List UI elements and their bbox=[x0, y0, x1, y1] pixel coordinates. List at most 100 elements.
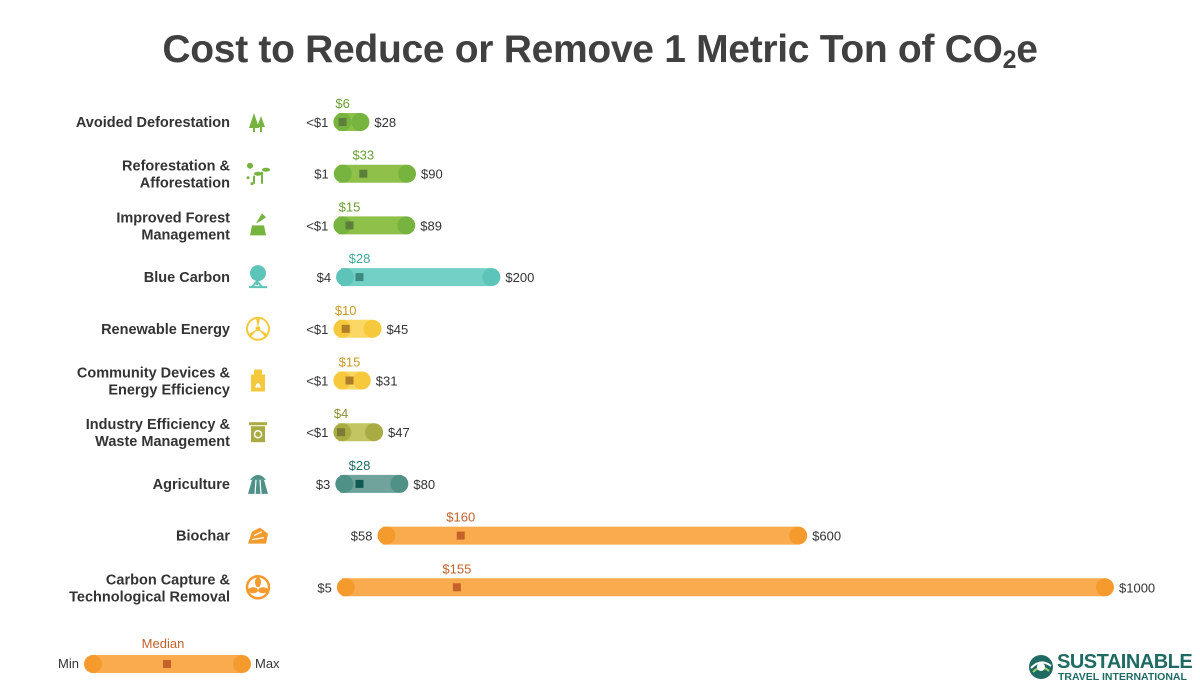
median-marker bbox=[345, 376, 354, 385]
category-label: Blue Carbon bbox=[144, 270, 230, 286]
median-label: $28 bbox=[349, 251, 371, 266]
max-end bbox=[352, 371, 371, 390]
max-label: $80 bbox=[413, 477, 435, 492]
max-end bbox=[789, 526, 808, 545]
median-marker bbox=[341, 324, 350, 333]
row-industry-efficiency: Industry Efficiency & Waste Management <$1… bbox=[86, 406, 410, 450]
median-marker bbox=[338, 118, 347, 126]
category-label: Reforestation & Afforestation bbox=[122, 159, 230, 192]
median-label: $160 bbox=[446, 510, 475, 525]
row-avoided-deforestation: Avoided Deforestation <$1 $28 $6 bbox=[76, 96, 396, 132]
category-label: Renewable Energy bbox=[101, 322, 230, 338]
charcoal-icon bbox=[247, 526, 269, 545]
category-label-line: Afforestation bbox=[140, 176, 230, 192]
category-label-line: Energy Efficiency bbox=[108, 383, 230, 399]
min-label: <$1 bbox=[306, 322, 328, 337]
category-label: Improved Forest Management bbox=[116, 210, 230, 243]
max-end bbox=[390, 474, 409, 493]
chart-title: Cost to Reduce or Remove 1 Metric Ton of… bbox=[162, 28, 1038, 74]
row-biochar: Biochar $58 $600 $160 bbox=[176, 510, 841, 545]
legend: Min Median Max bbox=[58, 636, 280, 673]
median-label: $10 bbox=[335, 303, 357, 318]
category-label-line: Improved Forest bbox=[116, 210, 230, 226]
category-label-line: Waste Management bbox=[95, 434, 230, 450]
max-end bbox=[351, 113, 370, 131]
row-renewable-energy: Renewable Energy <$1 $45 $10 bbox=[101, 303, 408, 340]
row-blue-carbon: Blue Carbon $4 $200 $28 bbox=[144, 251, 534, 288]
median-marker bbox=[452, 583, 461, 592]
max-label: $89 bbox=[420, 218, 442, 233]
max-label: $28 bbox=[374, 115, 396, 130]
max-label: $1000 bbox=[1119, 580, 1155, 595]
median-marker bbox=[359, 169, 368, 178]
legend-median-label: Median bbox=[142, 636, 185, 651]
category-label: Industry Efficiency & Waste Management bbox=[86, 417, 231, 450]
max-label: $45 bbox=[387, 322, 409, 337]
median-label: $155 bbox=[442, 561, 471, 576]
max-label: $90 bbox=[421, 167, 443, 182]
mangrove-icon bbox=[249, 265, 267, 288]
category-label-line: Management bbox=[141, 227, 230, 243]
median-label: $33 bbox=[352, 148, 374, 163]
median-label: $6 bbox=[335, 96, 349, 111]
median-marker bbox=[456, 531, 465, 540]
min-label: $5 bbox=[317, 580, 331, 595]
min-end bbox=[333, 216, 352, 235]
min-end bbox=[336, 268, 355, 287]
min-end bbox=[336, 578, 355, 597]
min-end bbox=[377, 526, 396, 545]
row-improved-forest: Improved Forest Management <$1 $89 $15 bbox=[116, 199, 442, 243]
median-label: $15 bbox=[339, 355, 361, 370]
seedlings-icon bbox=[246, 162, 270, 186]
brand-tagline: TRAVEL INTERNATIONAL bbox=[1058, 671, 1187, 683]
max-end bbox=[397, 216, 416, 235]
median-marker bbox=[345, 221, 354, 230]
brand-name: SUSTAINABLE bbox=[1057, 651, 1193, 673]
min-end bbox=[335, 474, 354, 493]
category-label-line: Avoided Deforestation bbox=[76, 115, 230, 131]
min-end bbox=[333, 164, 352, 183]
category-label-line: Agriculture bbox=[153, 477, 230, 493]
median-marker bbox=[355, 479, 364, 488]
max-label: $31 bbox=[376, 374, 398, 389]
row-reforestation: Reforestation & Afforestation $1 $90 $33 bbox=[122, 148, 443, 192]
median-label: $4 bbox=[334, 406, 348, 421]
min-label: $4 bbox=[317, 270, 331, 285]
max-label: $200 bbox=[505, 270, 534, 285]
category-label: Avoided Deforestation bbox=[76, 115, 230, 131]
fan-icon bbox=[247, 576, 269, 599]
recycle-bin-icon bbox=[248, 421, 268, 443]
turbine-icon bbox=[247, 317, 269, 340]
max-end bbox=[1096, 578, 1114, 597]
category-label-line: Reforestation & bbox=[122, 159, 230, 175]
min-label: $58 bbox=[351, 529, 373, 544]
row-community-devices: Community Devices & Energy Efficiency <$1 $… bbox=[77, 355, 398, 399]
trees-shield-icon bbox=[249, 113, 265, 132]
legend-min-label: Min bbox=[58, 656, 79, 671]
row-agriculture: Agriculture $3 $80 $28 bbox=[153, 458, 435, 495]
chart-rows: Avoided Deforestation <$1 $28 $6 Reforestati… bbox=[69, 96, 1155, 605]
category-label-line: Industry Efficiency & bbox=[86, 417, 231, 433]
min-label: $1 bbox=[314, 167, 328, 182]
median-label: $15 bbox=[339, 199, 361, 214]
legend-max-label: Max bbox=[255, 656, 280, 671]
median-label: $28 bbox=[349, 458, 371, 473]
max-label: $47 bbox=[388, 425, 410, 440]
median-marker bbox=[337, 428, 346, 437]
median-marker bbox=[355, 273, 364, 282]
field-icon bbox=[247, 474, 269, 495]
globe-icon bbox=[1029, 655, 1053, 679]
category-label-line: Community Devices & bbox=[77, 366, 231, 382]
min-label: <$1 bbox=[306, 374, 328, 389]
category-label: Agriculture bbox=[153, 477, 230, 493]
category-label-line: Biochar bbox=[176, 529, 230, 545]
category-label-line: Technological Removal bbox=[69, 589, 230, 605]
legend-median-marker bbox=[163, 660, 171, 668]
legend-max-end bbox=[233, 655, 251, 673]
max-end bbox=[398, 164, 417, 183]
category-label: Carbon Capture & Technological Removal bbox=[69, 572, 230, 605]
min-end bbox=[333, 371, 352, 390]
min-label: <$1 bbox=[306, 218, 328, 233]
brand-logo: SUSTAINABLE TRAVEL INTERNATIONAL bbox=[1028, 651, 1193, 687]
